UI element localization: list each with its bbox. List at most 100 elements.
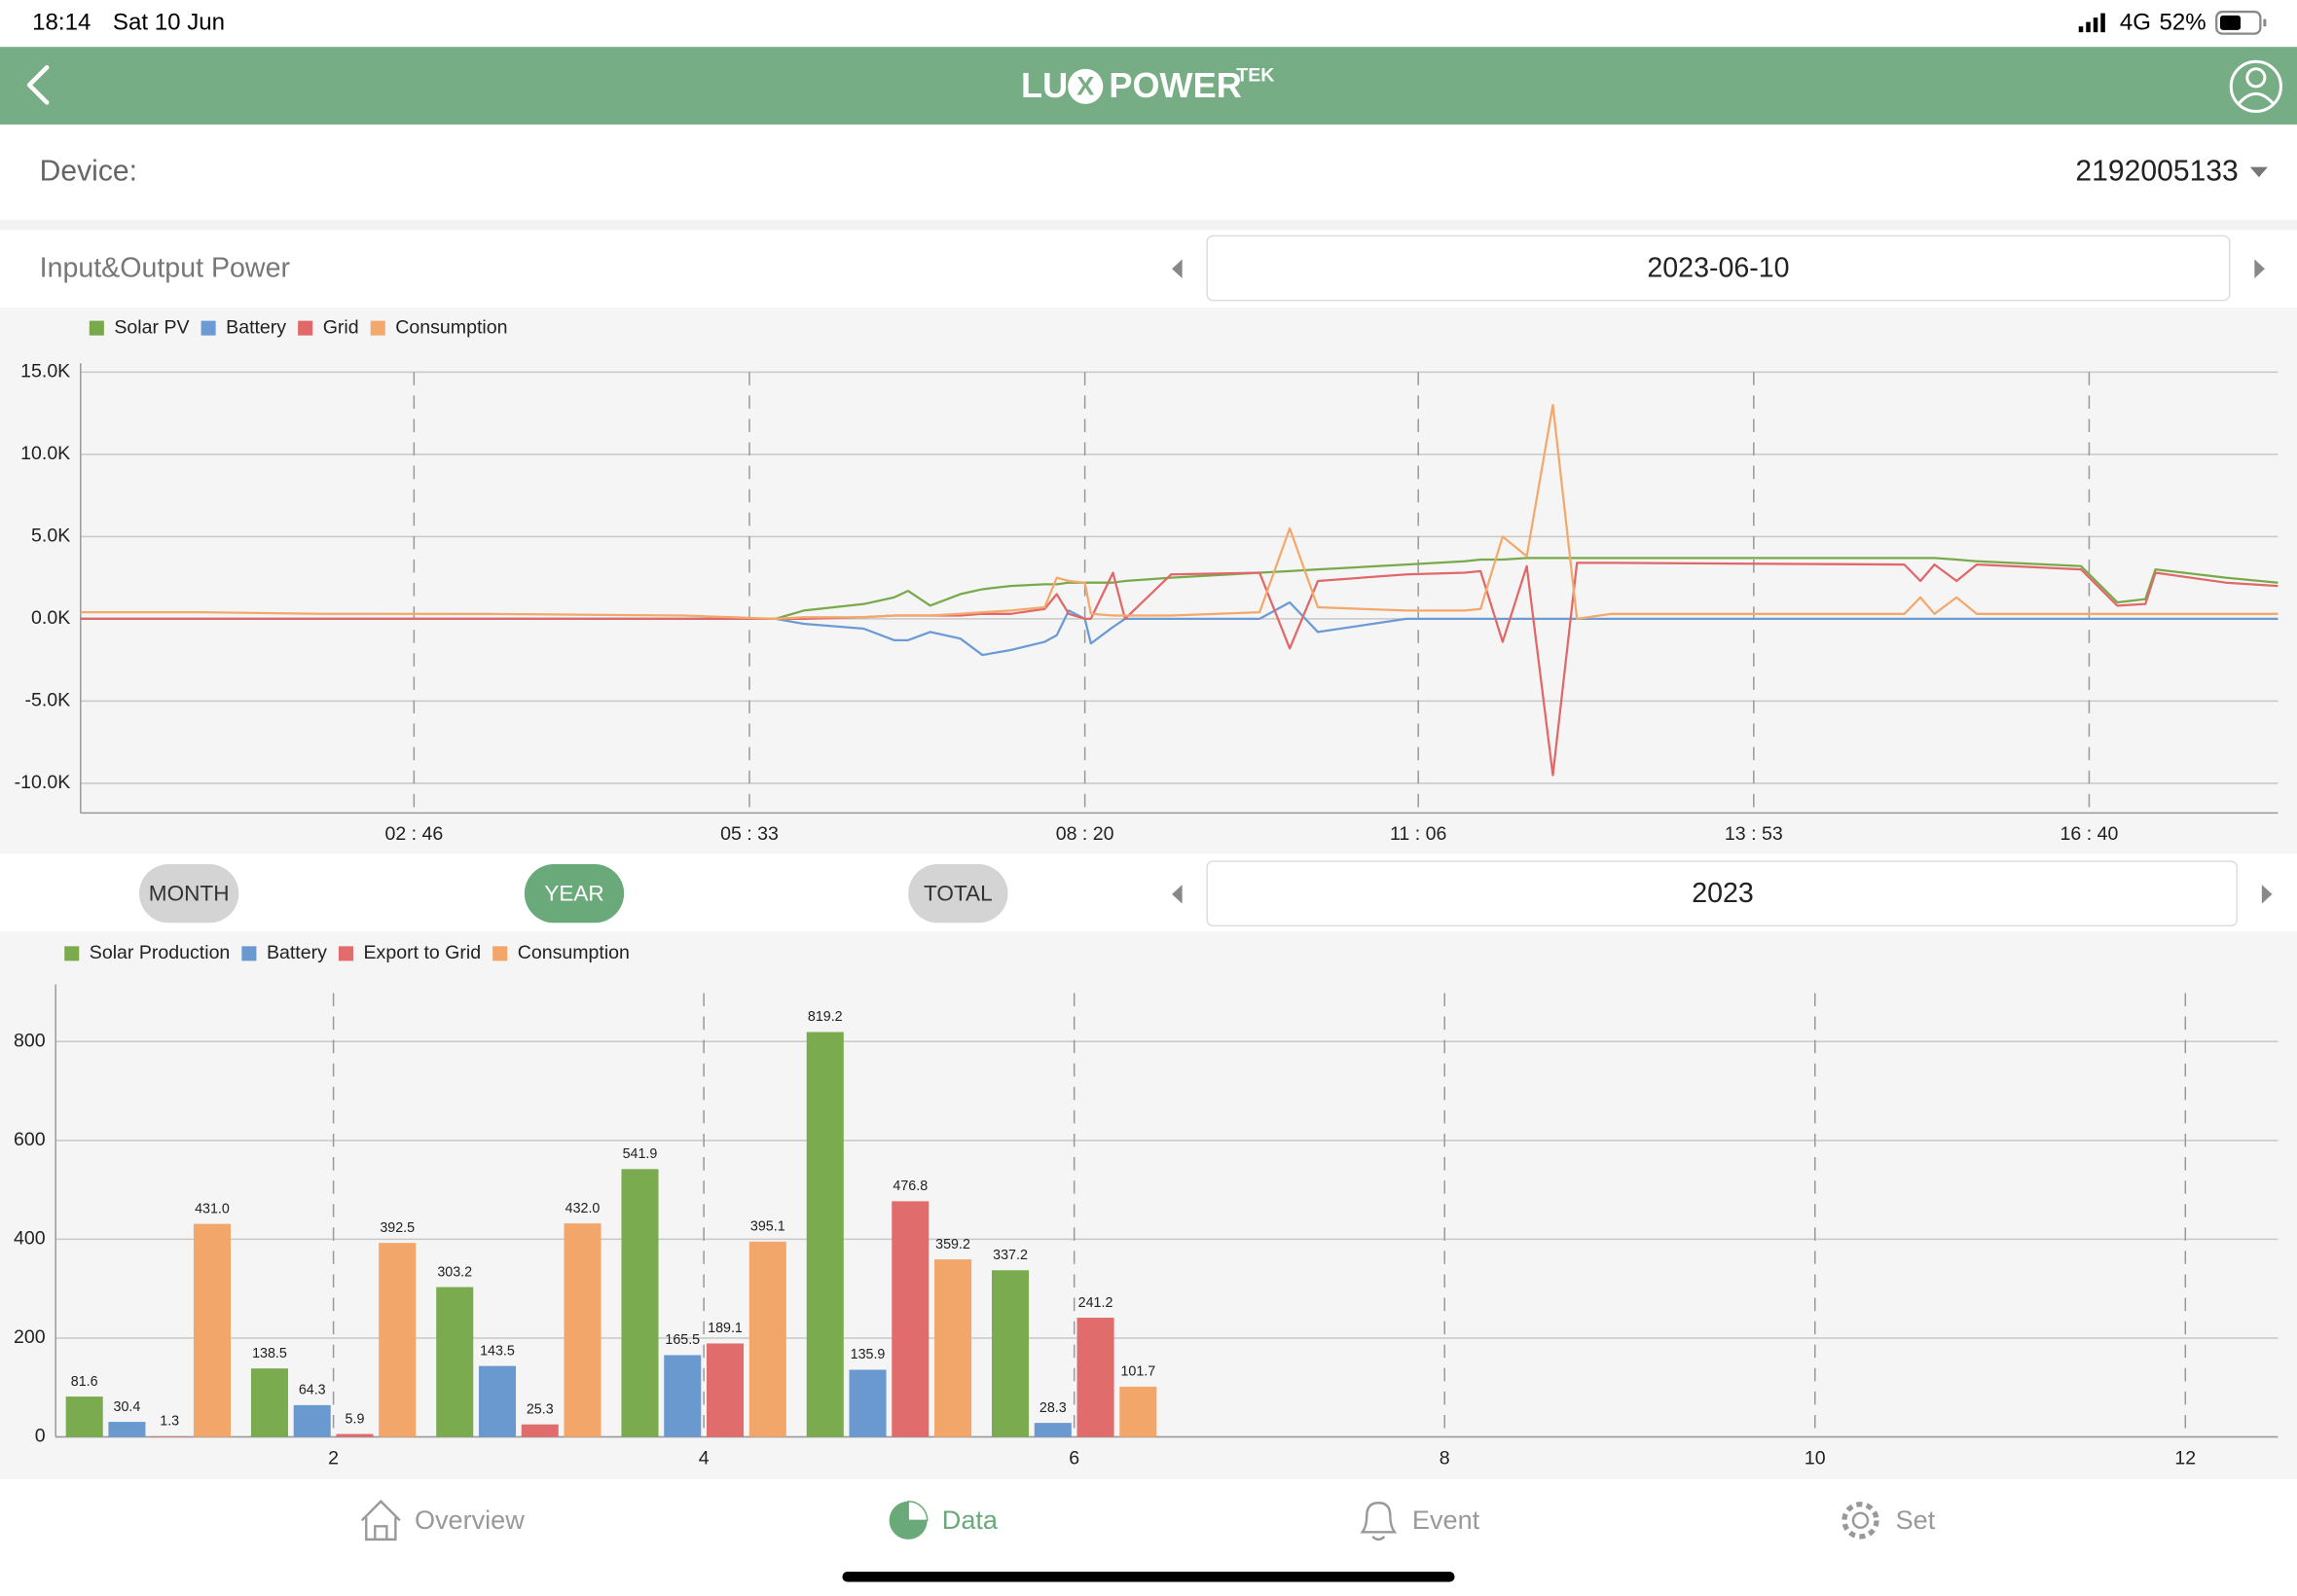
- logo-text: POWER: [1109, 65, 1241, 105]
- bar: [1119, 1386, 1157, 1437]
- bar-value-label: 135.9: [851, 1347, 886, 1362]
- nav-label: Event: [1412, 1505, 1480, 1535]
- nav-icon: [907, 1500, 929, 1522]
- bottom-nav: Overview Data Event Set: [360, 1500, 1936, 1542]
- bar: [1034, 1423, 1072, 1437]
- status-time: 18:14: [32, 9, 91, 35]
- bar: [849, 1369, 887, 1437]
- nav-label: Data: [942, 1505, 999, 1535]
- x-tick-label: 16 : 40: [2060, 823, 2119, 845]
- bar: [1076, 1318, 1114, 1437]
- bar: [379, 1243, 417, 1437]
- nav-icon: [1841, 1502, 1879, 1540]
- status-network: 4G: [2120, 9, 2151, 35]
- legend-swatch: [64, 946, 80, 961]
- next-date[interactable]: [2254, 259, 2265, 278]
- back-button[interactable]: [26, 64, 50, 105]
- home-indicator: [842, 1571, 1455, 1582]
- nav-item[interactable]: Overview: [360, 1500, 525, 1542]
- bar-value-label: 241.2: [1078, 1295, 1113, 1311]
- x-tick-label: 4: [699, 1447, 710, 1469]
- y-tick-label: -10.0K: [15, 772, 71, 793]
- bar: [478, 1365, 517, 1437]
- bar-value-label: 143.5: [480, 1343, 515, 1359]
- period-tab-label: TOTAL: [924, 882, 993, 906]
- logo-text: LU: [1021, 65, 1068, 105]
- nav-item[interactable]: Set: [1841, 1502, 1936, 1540]
- legend-swatch: [89, 320, 104, 336]
- bar: [992, 1270, 1030, 1437]
- prev-date[interactable]: [1172, 259, 1183, 278]
- nav-item[interactable]: Data: [889, 1500, 999, 1540]
- status-date: Sat 10 Jun: [113, 9, 225, 35]
- bar-value-label: 431.0: [195, 1201, 230, 1216]
- bar: [664, 1355, 702, 1437]
- bar-value-label: 165.5: [665, 1332, 700, 1348]
- period-tab-label: YEAR: [544, 882, 603, 906]
- y-tick-label: 800: [14, 1030, 46, 1051]
- series-line: [80, 600, 2279, 657]
- bar: [521, 1424, 559, 1437]
- logo-badge: [1068, 68, 1104, 104]
- period-tab[interactable]: [524, 864, 625, 924]
- bar-value-label: 5.9: [346, 1411, 365, 1427]
- legend-label: Solar Production: [90, 942, 231, 963]
- bar: [892, 1201, 930, 1437]
- separator: [0, 219, 2297, 231]
- bar: [336, 1433, 374, 1437]
- period-box[interactable]: [1206, 860, 2239, 926]
- date-box[interactable]: [1206, 235, 2231, 302]
- bar: [193, 1223, 231, 1437]
- nav-icon: [360, 1500, 401, 1542]
- x-tick-label: 11 : 06: [1390, 823, 1446, 845]
- x-tick-label: 12: [2174, 1447, 2196, 1469]
- y-tick-label: 0.0K: [31, 607, 70, 629]
- bar: [706, 1343, 745, 1437]
- bar-chart: 0 200 400 600 800 2 4 6 8 10 12 81.6 138.5 303.2 541.9…: [14, 942, 2279, 1469]
- legend-swatch: [298, 320, 313, 336]
- battery-icon: [2215, 10, 2267, 35]
- line-chart-area: [0, 308, 2297, 854]
- series-line: [80, 403, 2279, 621]
- logo-superscript: TEK: [1236, 64, 1274, 86]
- bar: [436, 1287, 474, 1437]
- x-tick-label: 2: [328, 1447, 339, 1469]
- bar-value-label: 25.3: [527, 1401, 554, 1417]
- nav-item[interactable]: Event: [1360, 1502, 1480, 1542]
- bar: [748, 1241, 786, 1437]
- x-tick-label: 10: [1805, 1447, 1826, 1469]
- y-tick-label: 600: [14, 1129, 46, 1150]
- next-period[interactable]: [2261, 885, 2273, 904]
- bar-value-label: 541.9: [623, 1146, 658, 1162]
- prev-period[interactable]: [1172, 885, 1183, 904]
- period-tab[interactable]: [908, 864, 1008, 924]
- y-tick-label: 15.0K: [20, 360, 70, 381]
- legend-label: Consumption: [395, 316, 507, 338]
- bar-value-label: 189.1: [708, 1321, 743, 1336]
- device-value[interactable]: 2192005133: [2075, 156, 2238, 188]
- bar: [151, 1435, 189, 1437]
- y-tick-label: -5.0K: [25, 690, 71, 711]
- bar-value-label: 30.4: [114, 1399, 141, 1415]
- date-value: 2023-06-10: [1647, 253, 1789, 284]
- logo-text: X: [1076, 70, 1094, 100]
- bar-value-label: 392.5: [380, 1220, 415, 1236]
- profile-button[interactable]: [2229, 59, 2282, 113]
- nav-label: Set: [1896, 1505, 1936, 1535]
- device-dropdown[interactable]: [2249, 166, 2268, 178]
- legend-label: Export to Grid: [364, 942, 482, 963]
- y-tick-label: 5.0K: [31, 526, 70, 547]
- legend-label: Solar PV: [114, 316, 189, 338]
- bar-value-label: 81.6: [71, 1374, 98, 1390]
- status-bar: [0, 0, 2297, 48]
- y-tick-label: 400: [14, 1228, 46, 1250]
- period-tab[interactable]: [138, 864, 239, 924]
- x-tick-label: 8: [1440, 1447, 1450, 1469]
- line-chart: -10.0K -5.0K 0.0K 5.0K 10.0K 15.0K 02 : 46 05 :…: [15, 316, 2279, 845]
- bar-value-label: 819.2: [808, 1009, 843, 1025]
- device-label: Device:: [40, 156, 137, 188]
- x-tick-label: 02 : 46: [384, 823, 443, 845]
- bar: [65, 1396, 103, 1437]
- section-title: Input&Output Power: [40, 253, 291, 284]
- bar-value-label: 395.1: [750, 1219, 785, 1235]
